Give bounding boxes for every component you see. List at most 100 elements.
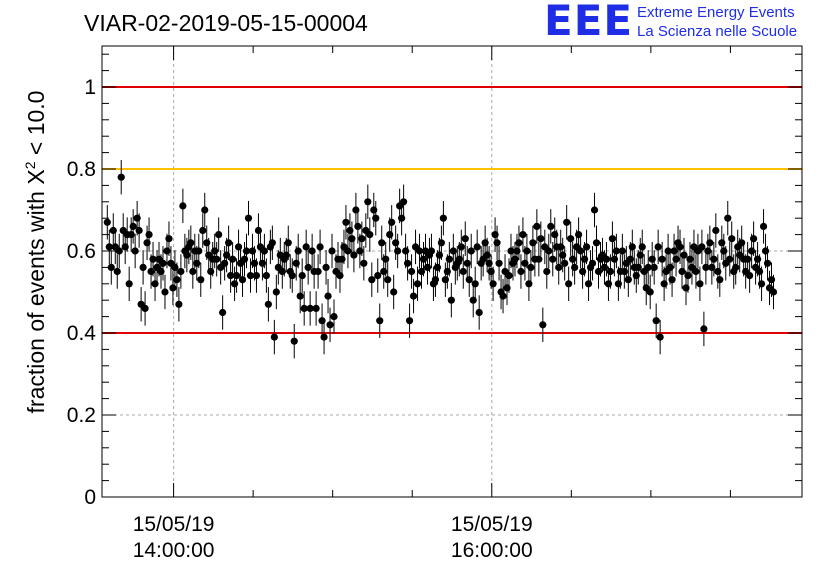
data-point	[151, 280, 159, 288]
data-point	[125, 280, 133, 288]
data-point	[157, 267, 165, 276]
data-point	[521, 259, 529, 267]
data-point	[171, 263, 179, 271]
data-point	[384, 276, 392, 284]
data-point	[415, 247, 424, 255]
data-point	[380, 267, 388, 276]
data-point	[117, 173, 125, 181]
data-point	[374, 272, 382, 280]
data-point	[523, 247, 531, 255]
data-point	[515, 239, 523, 247]
data-point	[580, 255, 589, 263]
data-point	[443, 267, 451, 276]
data-point	[107, 263, 115, 271]
data-point	[288, 272, 296, 280]
reference-lines	[102, 86, 802, 334]
data-point	[517, 267, 525, 276]
data-point	[320, 333, 328, 341]
data-point	[638, 243, 646, 251]
data-point	[471, 280, 479, 288]
data-point	[225, 239, 233, 247]
data-point	[495, 259, 503, 267]
data-point	[215, 231, 223, 239]
data-point	[193, 259, 201, 267]
data-point	[147, 267, 155, 276]
data-point	[632, 272, 640, 280]
data-point	[700, 325, 708, 333]
data-point	[592, 239, 601, 247]
data-point	[547, 222, 555, 230]
data-point	[666, 263, 674, 271]
data-point	[219, 308, 227, 317]
data-point	[133, 214, 141, 222]
data-point	[551, 231, 559, 239]
data-point	[578, 267, 587, 276]
data-point	[575, 231, 583, 239]
data-point	[636, 251, 644, 259]
data-point	[187, 239, 195, 247]
data-point	[634, 263, 642, 271]
data-point	[145, 231, 153, 239]
data-point	[386, 231, 394, 239]
data-point	[197, 276, 205, 284]
data-point	[407, 267, 416, 276]
data-point	[336, 272, 344, 280]
data-point	[346, 226, 354, 235]
data-point	[352, 206, 360, 214]
data-point	[680, 251, 688, 259]
data-point	[366, 231, 374, 239]
data-point	[328, 247, 336, 255]
data-point	[258, 259, 267, 267]
data-point	[557, 243, 565, 251]
data-point	[234, 243, 243, 251]
y-tick-label: 1	[84, 76, 96, 99]
data-point	[728, 235, 736, 243]
data-point	[318, 317, 326, 325]
data-point	[232, 272, 241, 280]
data-point	[467, 247, 475, 255]
data-point	[238, 276, 247, 284]
y-tick-label: 0	[84, 486, 96, 509]
data-point	[348, 235, 356, 243]
data-point	[648, 255, 656, 263]
data-point	[750, 235, 758, 243]
data-point	[159, 259, 167, 267]
data-point	[264, 300, 272, 308]
data-point	[712, 226, 720, 235]
data-point	[300, 304, 308, 312]
plot-frame	[101, 45, 803, 498]
data-point	[409, 292, 418, 300]
data-point	[149, 255, 157, 263]
data-point	[127, 231, 135, 239]
data-point	[646, 288, 654, 296]
data-point	[652, 317, 660, 325]
data-point	[606, 267, 615, 276]
data-point	[403, 259, 412, 267]
data-point	[372, 214, 380, 222]
data-point	[272, 288, 280, 296]
data-point	[260, 247, 269, 255]
data-point	[250, 259, 259, 267]
data-point	[732, 263, 740, 271]
data-point	[590, 206, 599, 214]
data-point	[483, 251, 491, 259]
data-point	[724, 214, 732, 222]
data-point	[594, 267, 603, 276]
data-point	[529, 239, 537, 247]
data-point	[670, 247, 678, 255]
data-point	[537, 235, 545, 243]
data-point	[390, 288, 398, 296]
data-point	[503, 284, 511, 292]
data-point	[103, 218, 111, 226]
data-point	[692, 267, 700, 276]
data-point	[161, 288, 169, 296]
data-point	[394, 247, 402, 255]
data-point	[419, 255, 428, 263]
data-point	[549, 255, 557, 263]
data-point	[569, 255, 577, 263]
data-point	[358, 235, 366, 243]
data-point	[213, 255, 221, 263]
data-point	[658, 255, 666, 263]
data-point	[290, 337, 298, 345]
